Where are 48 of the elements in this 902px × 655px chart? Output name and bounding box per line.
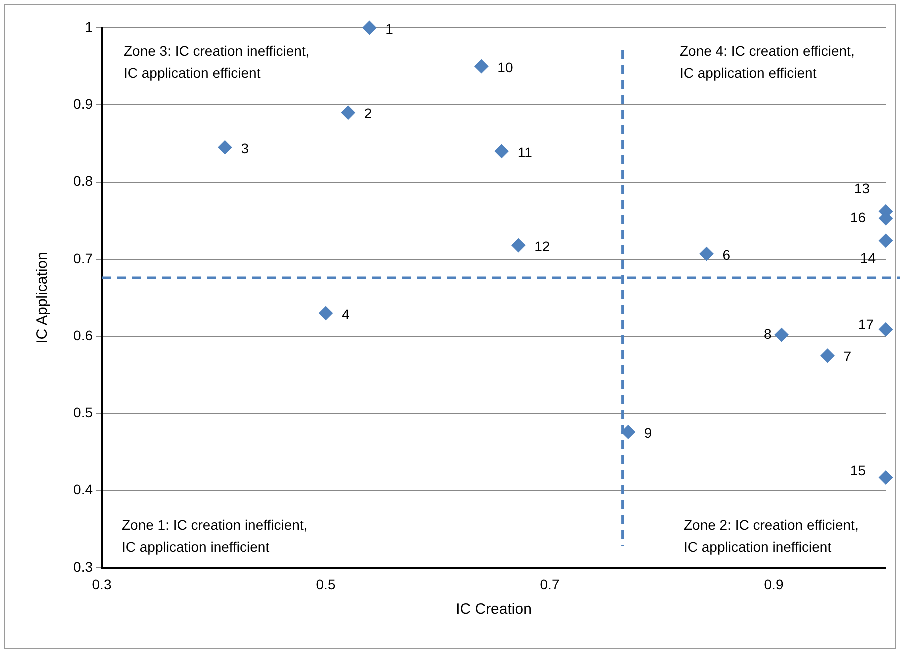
y-tick-label: 0.3 [74,558,94,575]
y-tick-label: 0.6 [74,327,94,344]
point [474,60,489,74]
annotation: Zone 4: IC creation efficient, IC application efficient [680,42,855,81]
point [341,106,356,120]
x-tick-label: 0.9 [764,576,784,592]
annotation: 15 [850,462,866,479]
annotation: 9 [644,425,652,442]
point [700,247,714,262]
point [879,322,893,337]
annotation: Zone 2: IC creation efficient, IC application inefficient [684,516,859,555]
y-tick-label: 1 [85,18,94,35]
annotation: 6 [722,246,731,263]
annotation: 16 [850,209,866,226]
annotation: 4 [342,306,350,322]
point [621,425,636,440]
point [879,234,893,248]
annotation: 13 [854,180,870,196]
point [218,140,232,155]
x-axis-title: IC Creation [456,601,532,618]
point [362,21,377,35]
annotation: 1 [386,20,394,37]
x-tick-label: 0.3 [92,576,112,592]
y-tick-label: 0.8 [74,173,94,190]
y-tick-label: 0.9 [74,96,94,112]
y-axis-title: IC Application [34,252,52,344]
point [319,306,333,320]
annotation: 12 [534,238,550,254]
point [512,238,526,253]
y-tick-label: 0.7 [74,250,94,266]
annotation: 11 [518,144,533,160]
point [494,144,509,158]
point [774,328,789,342]
annotation: 10 [498,59,514,76]
annotation: 14 [860,250,876,266]
annotation: 17 [858,316,874,332]
x-tick-label: 0.5 [316,576,336,592]
point [879,470,893,485]
annotation: 3 [241,140,250,156]
annotation: 7 [844,348,852,365]
annotation: Zone 1: IC creation inefficient, IC application inefficient [122,516,308,555]
annotation: 2 [364,106,372,122]
x-tick-label: 0.7 [540,576,560,592]
annotation: Zone 3: IC creation inefficient, IC application efficient [124,42,310,81]
y-tick-label: 0.5 [74,404,94,421]
annotation: 8 [764,326,772,342]
point [820,348,835,363]
y-tick-label: 0.4 [74,482,94,498]
